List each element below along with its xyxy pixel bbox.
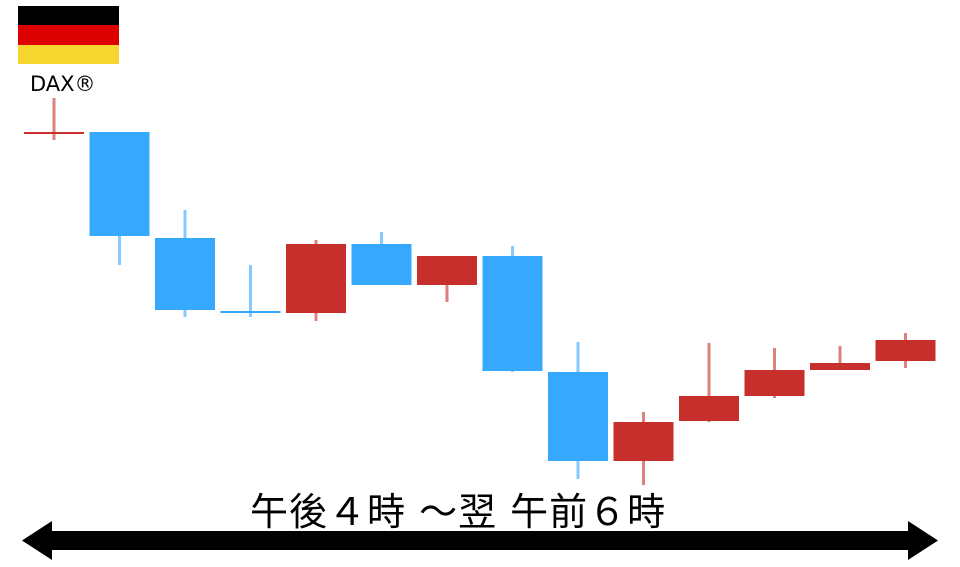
candle-body xyxy=(155,238,215,310)
candle-12 xyxy=(744,348,805,398)
candle-3 xyxy=(155,210,215,317)
arrow-head-right xyxy=(908,521,938,560)
candle-body xyxy=(875,340,936,361)
candle-9 xyxy=(548,342,608,479)
candle-body xyxy=(679,396,739,421)
flag-stripe-gold xyxy=(18,44,119,64)
candle-body xyxy=(351,244,412,285)
candle-body xyxy=(24,132,84,134)
candle-body xyxy=(286,244,346,313)
candle-4 xyxy=(220,265,281,317)
candle-13 xyxy=(810,346,870,370)
time-range-arrow xyxy=(22,521,938,560)
arrow-head-left xyxy=(22,521,52,560)
candle-body xyxy=(548,372,608,461)
candle-body xyxy=(482,256,543,371)
candle-body xyxy=(810,363,870,370)
flag-stripe-black xyxy=(18,6,119,26)
candle-2 xyxy=(89,132,150,265)
candle-body xyxy=(417,256,477,285)
candle-8 xyxy=(482,246,543,372)
candle-body xyxy=(220,311,281,313)
candle-14 xyxy=(875,333,936,368)
candle-body xyxy=(89,132,150,236)
candles xyxy=(24,98,936,485)
candle-11 xyxy=(679,343,739,422)
candle-6 xyxy=(351,232,412,285)
time-period-label: 午後４時 ～翌 午前６時 xyxy=(250,490,667,534)
arrow-shaft xyxy=(44,531,916,550)
candle-10 xyxy=(613,412,674,485)
flag-stripe-red xyxy=(18,25,119,45)
candle-5 xyxy=(286,240,346,321)
candle-body xyxy=(744,370,805,396)
index-label: DAX® xyxy=(30,72,96,96)
candle-body xyxy=(613,422,674,461)
germany-flag-icon xyxy=(18,6,119,64)
candle-7 xyxy=(417,256,477,302)
candle-1 xyxy=(24,98,84,140)
